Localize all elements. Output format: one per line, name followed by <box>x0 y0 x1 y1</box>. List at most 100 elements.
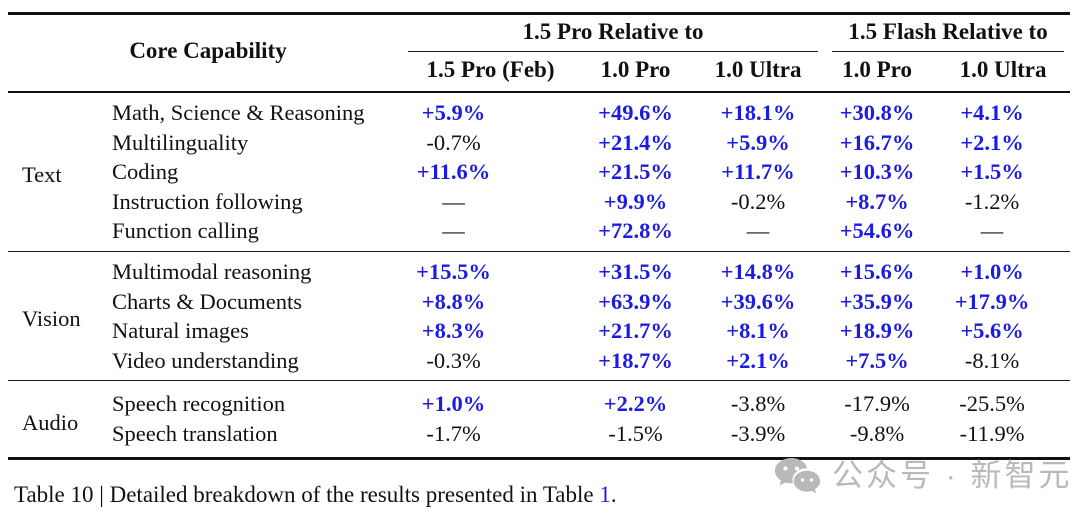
value-cell: +72.8% <box>598 218 673 244</box>
table-row: Audio Speech recognition +1.0% +2.2% -3.8% -1… <box>8 381 1070 435</box>
value-cell: +9.9% <box>603 188 668 214</box>
value-cell: -1.5% <box>608 420 663 446</box>
table-row: Speech translation -1.7% -1.5% -3.9% -9.8% -1… <box>8 419 1070 458</box>
value-cell: +16.7% <box>839 129 915 155</box>
value-cell: +30.8% <box>839 100 915 125</box>
value-cell: +4.1% <box>960 100 1024 125</box>
value-cell: +17.9% <box>954 288 1030 314</box>
table-row: Function calling — +72.8% — +54.6% — <box>8 216 1070 251</box>
table-header: Core Capability 1.5 Pro Relative to 1.5 … <box>8 14 1071 92</box>
column-header-10-ultra: 1.0 Ultra <box>714 57 802 82</box>
table-row: Multilinguality -0.7% +21.4% +5.9% +16.7% +2.… <box>8 128 1070 158</box>
table-row: Instruction following — +9.9% -0.2% +8.7% -1.… <box>8 187 1070 217</box>
value-cell: — <box>980 218 1004 244</box>
value-cell: +1.5% <box>960 159 1024 185</box>
value-cell: -0.7% <box>426 129 481 155</box>
value-cell: — <box>442 218 465 244</box>
value-cell: +18.9% <box>839 318 915 344</box>
results-table: Core Capability 1.5 Pro Relative to 1.5 … <box>8 12 1071 460</box>
value-cell: +5.9% <box>421 100 486 125</box>
value-cell: +21.4% <box>598 129 673 155</box>
value-cell: -0.2% <box>730 188 786 214</box>
table-section-vision: Vision Multimodal reasoning +15.5% +31.5% +1… <box>8 251 1071 381</box>
watermark-text: 公众号 · 新智元 <box>832 458 1073 493</box>
value-cell: +8.7% <box>845 188 909 214</box>
section-label: Audio <box>22 410 79 436</box>
value-cell: +21.5% <box>598 159 673 185</box>
flash-relative-to-label: 1.5 Flash Relative to <box>832 15 1065 52</box>
value-cell: -25.5% <box>959 391 1025 417</box>
value-cell: +5.9% <box>726 129 790 155</box>
value-cell: +15.6% <box>839 258 915 284</box>
table-section-audio: Audio Speech recognition +1.0% +2.2% -3.8% -1… <box>8 380 1071 458</box>
watermark: 公众号 · 新智元 <box>772 456 1073 496</box>
table-row: Charts & Documents +8.8% +63.9% +39.6% +35.9… <box>8 287 1070 317</box>
value-cell: -9.8% <box>849 420 905 446</box>
value-cell: -3.9% <box>730 420 786 446</box>
value-cell: +63.9% <box>598 288 673 314</box>
capability-label: Function calling <box>112 218 259 244</box>
value-cell: +15.5% <box>416 258 491 284</box>
value-cell: +5.6% <box>960 318 1024 344</box>
value-cell: +54.6% <box>839 218 915 244</box>
column-header-flash-10-pro: 1.0 Pro <box>842 57 912 82</box>
table-1-reference-link[interactable]: 1 <box>599 482 611 507</box>
value-cell: — <box>442 188 465 214</box>
value-cell: +7.5% <box>845 347 909 373</box>
pro-relative-to-label: 1.5 Pro Relative to <box>408 15 819 52</box>
column-header-10-pro: 1.0 Pro <box>600 57 671 82</box>
value-cell: +18.7% <box>598 347 673 373</box>
capability-label: Speech recognition <box>112 391 286 417</box>
capability-label: Natural images <box>112 318 249 344</box>
value-cell: -17.9% <box>844 391 910 417</box>
capability-label: Math, Science & Reasoning <box>112 100 365 125</box>
table-caption: Table 10 | Detailed breakdown of the res… <box>14 482 617 508</box>
column-header-15-pro-feb: 1.5 Pro (Feb) <box>426 57 555 82</box>
value-cell: +2.1% <box>726 347 790 373</box>
wechat-icon <box>775 458 821 494</box>
section-label: Vision <box>22 305 81 331</box>
value-cell: +11.6% <box>416 159 491 185</box>
value-cell: +49.6% <box>598 100 673 125</box>
group-header-row: Core Capability 1.5 Pro Relative to 1.5 … <box>8 14 1070 63</box>
value-cell: +10.3% <box>839 159 915 185</box>
value-cell: +21.7% <box>598 318 673 344</box>
section-label: Text <box>22 161 62 187</box>
value-cell: -11.9% <box>959 420 1025 446</box>
capability-label: Speech translation <box>112 420 278 446</box>
value-cell: +1.0% <box>960 258 1024 284</box>
table-row: Video understanding -0.3% +18.7% +2.1% +7.5%… <box>8 346 1070 381</box>
flash-group-header: 1.5 Flash Relative to <box>818 14 1070 52</box>
capability-label: Charts & Documents <box>112 288 302 314</box>
column-header-row: 1.5 Pro (Feb) 1.0 Pro 1.0 Ultra 1.0 Pro … <box>8 52 1070 92</box>
value-cell: +8.3% <box>421 318 486 344</box>
caption-period: . <box>610 482 617 507</box>
column-header-flash-10-ultra: 1.0 Ultra <box>959 57 1047 82</box>
value-cell: +8.1% <box>726 318 790 344</box>
value-cell: +18.1% <box>720 100 796 125</box>
capability-label: Multimodal reasoning <box>112 258 312 284</box>
core-capability-header: Core Capability <box>129 38 287 63</box>
capability-label: Instruction following <box>112 188 303 214</box>
value-cell: +8.8% <box>421 288 486 314</box>
value-cell: +11.7% <box>721 159 795 185</box>
value-cell: +31.5% <box>598 258 673 284</box>
table-row: Vision Multimodal reasoning +15.5% +31.5% +1… <box>8 251 1070 331</box>
value-cell: +39.6% <box>720 288 796 314</box>
table-row: Natural images +8.3% +21.7% +8.1% +18.9% +5.6… <box>8 316 1070 346</box>
value-cell: -8.1% <box>964 347 1020 373</box>
table-row: Text Math, Science & Reasoning +5.9% +49.6%… <box>8 92 1070 187</box>
value-cell: +35.9% <box>839 288 915 314</box>
value-cell: -1.2% <box>964 188 1020 214</box>
value-cell: — <box>746 218 770 244</box>
value-cell: -1.7% <box>426 420 481 446</box>
value-cell: -0.3% <box>426 347 481 373</box>
table-row: Coding +11.6% +21.5% +11.7% +10.3% +1.5% <box>8 157 1070 187</box>
value-cell: -3.8% <box>730 391 786 417</box>
value-cell: +1.0% <box>421 391 486 417</box>
value-cell: +2.2% <box>603 391 668 417</box>
capability-label: Coding <box>112 159 179 185</box>
capability-label: Video understanding <box>112 347 299 373</box>
caption-text: Table 10 | Detailed breakdown of the res… <box>14 482 600 507</box>
table-section-text: Text Math, Science & Reasoning +5.9% +49.6%… <box>8 92 1070 251</box>
